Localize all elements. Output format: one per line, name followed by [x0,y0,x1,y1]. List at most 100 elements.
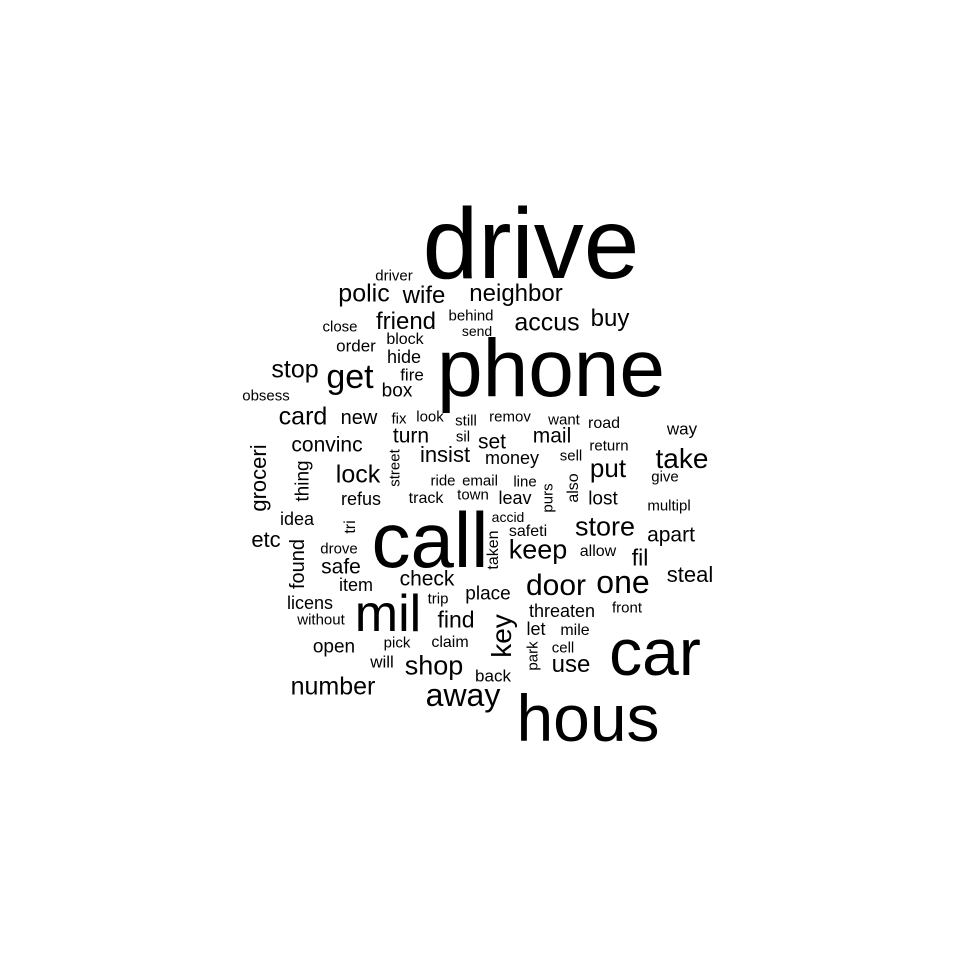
cloud-word-put: put [589,453,627,483]
cloud-word-look: look [416,408,444,426]
cloud-word-sil: sil [455,428,471,446]
cloud-word-park: park [524,641,542,671]
cloud-word-keep: keep [508,534,568,565]
cloud-word-mail: mail [532,424,572,448]
cloud-word-leav: leav [498,488,532,508]
cloud-word-road: road [587,415,621,432]
cloud-word-new: new [340,407,378,429]
cloud-word-accid: accid [491,509,525,525]
cloud-word-will: will [370,652,394,672]
cloud-word-refus: refus [340,489,382,509]
cloud-word-pick: pick [383,634,411,652]
cloud-word-purs: purs [539,483,557,513]
cloud-word-drive: drive [422,188,640,300]
cloud-word-track: track [408,490,444,507]
cloud-word-take: take [655,443,709,474]
cloud-word-without: without [297,611,345,629]
cloud-word-cell: cell [551,639,575,657]
cloud-word-taken: taken [485,530,502,570]
cloud-word-mile: mile [560,622,590,639]
cloud-word-number: number [290,672,376,701]
cloud-word-etc: etc [251,527,281,552]
cloud-word-get: get [326,358,374,396]
cloud-word-fil: fil [631,544,649,571]
cloud-word-driver: driver [375,267,413,285]
cloud-word-accus: accus [514,308,580,337]
cloud-word-store: store [574,511,636,542]
cloud-word-still: still [455,412,477,430]
cloud-word-claim: claim [431,634,469,651]
cloud-word-hous: hous [516,681,660,755]
cloud-word-convinc: convinc [291,433,363,457]
cloud-word-key: key [486,614,517,658]
cloud-word-drove: drove [320,540,358,558]
cloud-word-fire: fire [400,365,424,385]
cloud-word-turn: turn [392,424,430,448]
cloud-word-remov: remov [489,408,531,426]
cloud-word-phone: phone [436,323,666,414]
cloud-word-box: box [381,380,413,402]
cloud-word-neighbor: neighbor [469,280,563,307]
cloud-word-one: one [596,564,650,600]
cloud-word-let: let [526,619,546,639]
cloud-word-groceri: groceri [246,444,271,512]
cloud-word-behind: behind [448,307,494,325]
cloud-word-mil: mil [354,585,422,643]
cloud-word-front: front [611,599,643,617]
cloud-word-town: town [457,486,489,504]
cloud-word-apart: apart [647,523,695,547]
cloud-word-back: back [475,666,511,686]
cloud-word-stop: stop [271,355,319,384]
cloud-word-way: way [666,419,698,439]
cloud-word-card: card [278,402,328,431]
cloud-word-set: set [477,430,507,454]
cloud-word-money: money [484,448,540,468]
cloud-word-threaten: threaten [528,601,596,621]
cloud-word-place: place [465,583,511,605]
cloud-word-check: check [399,567,455,591]
cloud-word-wife: wife [402,282,446,309]
cloud-word-steal: steal [666,562,714,587]
cloud-word-order: order [336,336,376,356]
cloud-word-open: open [312,636,356,658]
cloud-word-found: found [287,538,309,590]
cloud-word-door: door [525,569,587,602]
cloud-word-give: give [651,468,679,486]
cloud-word-polic: polic [338,279,390,308]
cloud-word-call: call [371,496,489,584]
cloud-word-lost: lost [588,488,618,510]
cloud-word-street: street [386,449,404,487]
cloud-word-car: car [609,615,701,689]
cloud-word-email: email [462,472,498,490]
cloud-word-line: line [513,473,537,491]
cloud-word-allow: allow [579,543,617,560]
cloud-word-safeti: safeti [508,523,548,540]
cloud-word-close: close [322,318,358,336]
cloud-word-obsess: obsess [242,387,290,405]
cloud-word-safe: safe [321,555,361,579]
cloud-word-lock: lock [335,460,381,489]
cloud-word-shop: shop [404,650,464,681]
cloud-word-fix: fix [391,410,407,428]
cloud-word-ride: ride [430,472,456,490]
cloud-word-away: away [425,677,501,713]
cloud-word-trip: trip [427,590,449,608]
cloud-word-item: item [338,575,374,595]
cloud-word-also: also [565,473,582,503]
cloud-word-find: find [437,606,475,633]
cloud-word-tri: tri [342,520,359,534]
cloud-word-buy: buy [590,305,630,332]
cloud-word-licens: licens [286,593,334,613]
cloud-word-multipl: multipl [647,497,691,515]
cloud-word-send: send [461,323,493,339]
cloud-word-idea: idea [279,509,315,529]
cloud-word-use: use [551,651,591,678]
cloud-word-hide: hide [386,347,422,367]
cloud-word-thing: thing [292,460,314,502]
cloud-word-want: want [548,411,580,429]
cloud-word-return: return [589,437,629,455]
cloud-word-insist: insist [419,442,471,467]
cloud-word-block: block [386,331,424,348]
cloud-word-sell: sell [559,447,583,465]
